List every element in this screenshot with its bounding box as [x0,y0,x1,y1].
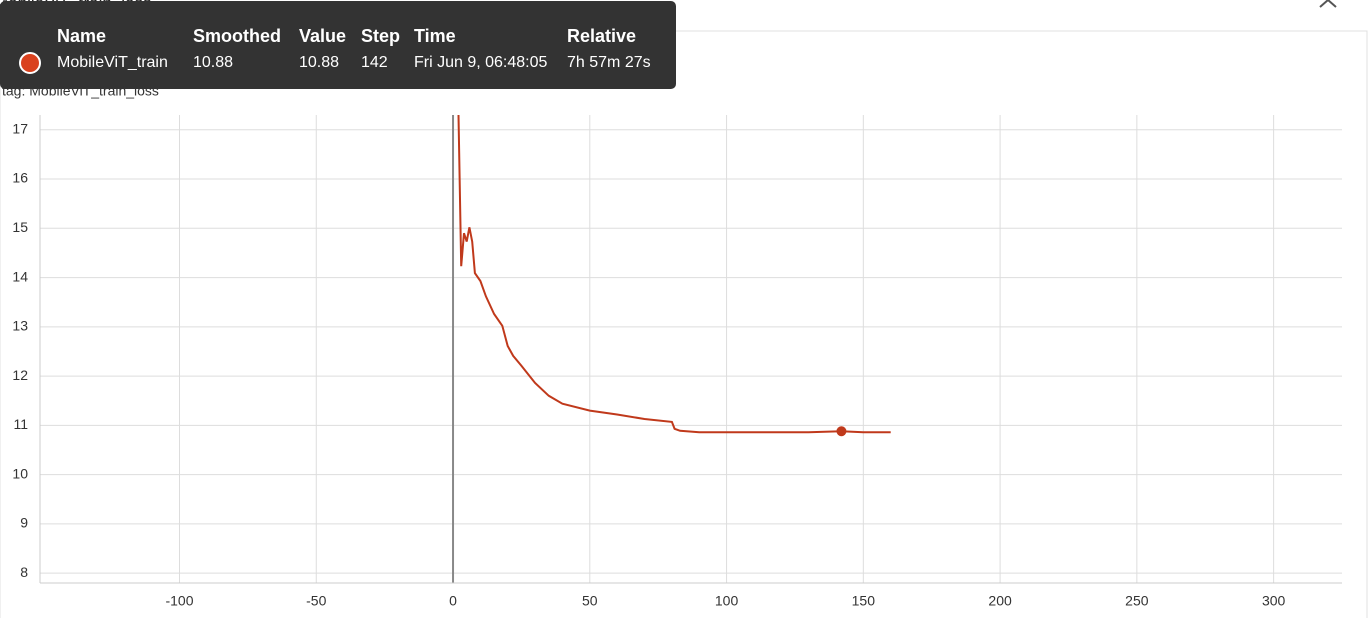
y-tick-label: 8 [20,564,28,580]
tooltip-cell: 10.88 [193,54,233,71]
x-tick-label: 300 [1262,593,1286,609]
legend-swatch [19,52,41,74]
x-tick-label: 50 [582,593,598,609]
x-tick-label: 200 [988,593,1012,609]
y-tick-label: 10 [12,465,28,481]
y-tick-label: 9 [20,515,28,531]
y-tick-label: 13 [12,318,28,334]
tooltip-header: Name [57,26,106,46]
highlight-point [836,426,847,437]
y-tick-label: 11 [13,416,28,432]
card [0,30,1368,623]
tooltip-cell: 10.88 [299,54,339,71]
tooltip-cell: 142 [361,54,388,71]
x-tick-label: 100 [715,593,739,609]
tooltip-cell: MobileViT_train [57,54,168,71]
tooltip-header: Time [414,26,456,46]
tooltip-header: Step [361,26,400,46]
tooltip-header: Smoothed [193,26,281,46]
tooltip-header: Value [299,26,346,46]
y-tick-label: 17 [12,120,28,136]
series-line [457,115,891,434]
y-tick-label: 15 [12,219,28,235]
tooltip [0,1,676,89]
y-tick-label: 16 [12,170,28,186]
y-tick-label: 12 [12,367,28,383]
y-tick-label: 14 [12,268,28,284]
x-tick-label: 250 [1125,593,1149,609]
x-tick-label: -50 [306,593,326,609]
x-tick-label: 150 [852,593,876,609]
tooltip-cell: 7h 57m 27s [567,54,651,71]
x-tick-label: 0 [449,593,457,609]
collapse-button[interactable] [1319,0,1337,8]
x-tick-label: -100 [165,593,193,609]
tooltip-cell: Fri Jun 9, 06:48:05 [414,54,548,71]
tooltip-header: Relative [567,26,636,46]
